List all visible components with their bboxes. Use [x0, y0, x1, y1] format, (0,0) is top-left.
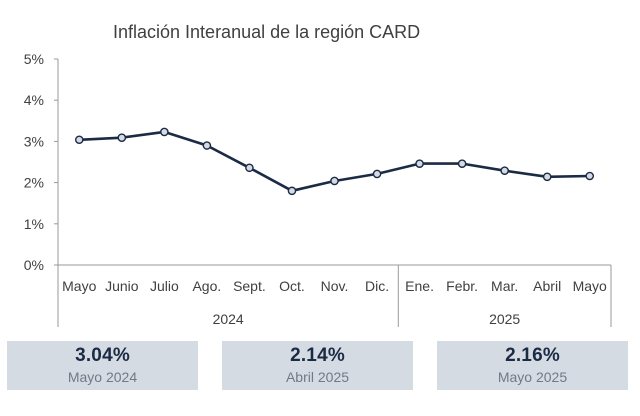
data-point: [245, 163, 254, 173]
y-tick-label: 2%: [24, 175, 44, 191]
x-tick-label: Mayo: [62, 278, 96, 294]
kpi-value: 2.14%: [290, 345, 345, 366]
x-tick-label: Ago.: [192, 278, 221, 294]
kpi-value: 3.04%: [75, 345, 130, 366]
y-tick-label: 4%: [24, 92, 44, 108]
x-tick-label: Junio: [105, 278, 139, 294]
y-tick-label: 1%: [24, 216, 44, 232]
y-tick-label: 0%: [24, 257, 44, 273]
x-tick-label: Mayo: [573, 278, 607, 294]
data-point: [457, 159, 467, 168]
x-tick-label: Febr.: [446, 278, 478, 294]
data-point: [74, 135, 84, 145]
data-point: [287, 186, 297, 196]
kpi-label: Abril 2025: [285, 369, 350, 385]
data-point: [372, 169, 382, 179]
y-tick-label: 5%: [24, 51, 44, 67]
year-label: 2025: [489, 311, 520, 327]
x-tick-label: Ene.: [405, 278, 434, 294]
x-tick-label: Sept.: [233, 278, 266, 294]
x-tick-label: Abril: [533, 278, 561, 294]
y-tick-label: 3%: [24, 133, 44, 149]
data-point: [202, 141, 212, 150]
x-tick-label: Oct.: [279, 278, 305, 294]
x-tick-label: Dic.: [365, 278, 389, 294]
data-point: [160, 127, 169, 137]
year-label: 2024: [213, 311, 244, 327]
data-point: [330, 176, 339, 186]
kpi-label: Mayo 2025: [497, 369, 568, 385]
data-point: [117, 133, 127, 142]
data-point: [415, 159, 424, 168]
kpi-label: Mayo 2024: [67, 369, 138, 385]
x-tick-label: Julio: [150, 278, 179, 294]
kpi-value: 2.16%: [505, 345, 560, 366]
data-point: [585, 171, 595, 181]
kpi-card-may-2025: 2.16% Mayo 2025: [437, 341, 628, 390]
kpi-card-apr-2025: 2.14% Abril 2025: [222, 341, 413, 390]
data-point: [500, 166, 509, 175]
chart-title: Inflación Interanual de la región CARD: [113, 22, 420, 42]
data-point: [542, 172, 552, 182]
inflation-line-chart: Inflación Interanual de la región CARD 0…: [24, 22, 612, 327]
kpi-card-may-2024: 3.04% Mayo 2024: [7, 341, 198, 390]
x-tick-label: Nov.: [321, 278, 349, 294]
x-tick-label: Mar.: [491, 278, 518, 294]
